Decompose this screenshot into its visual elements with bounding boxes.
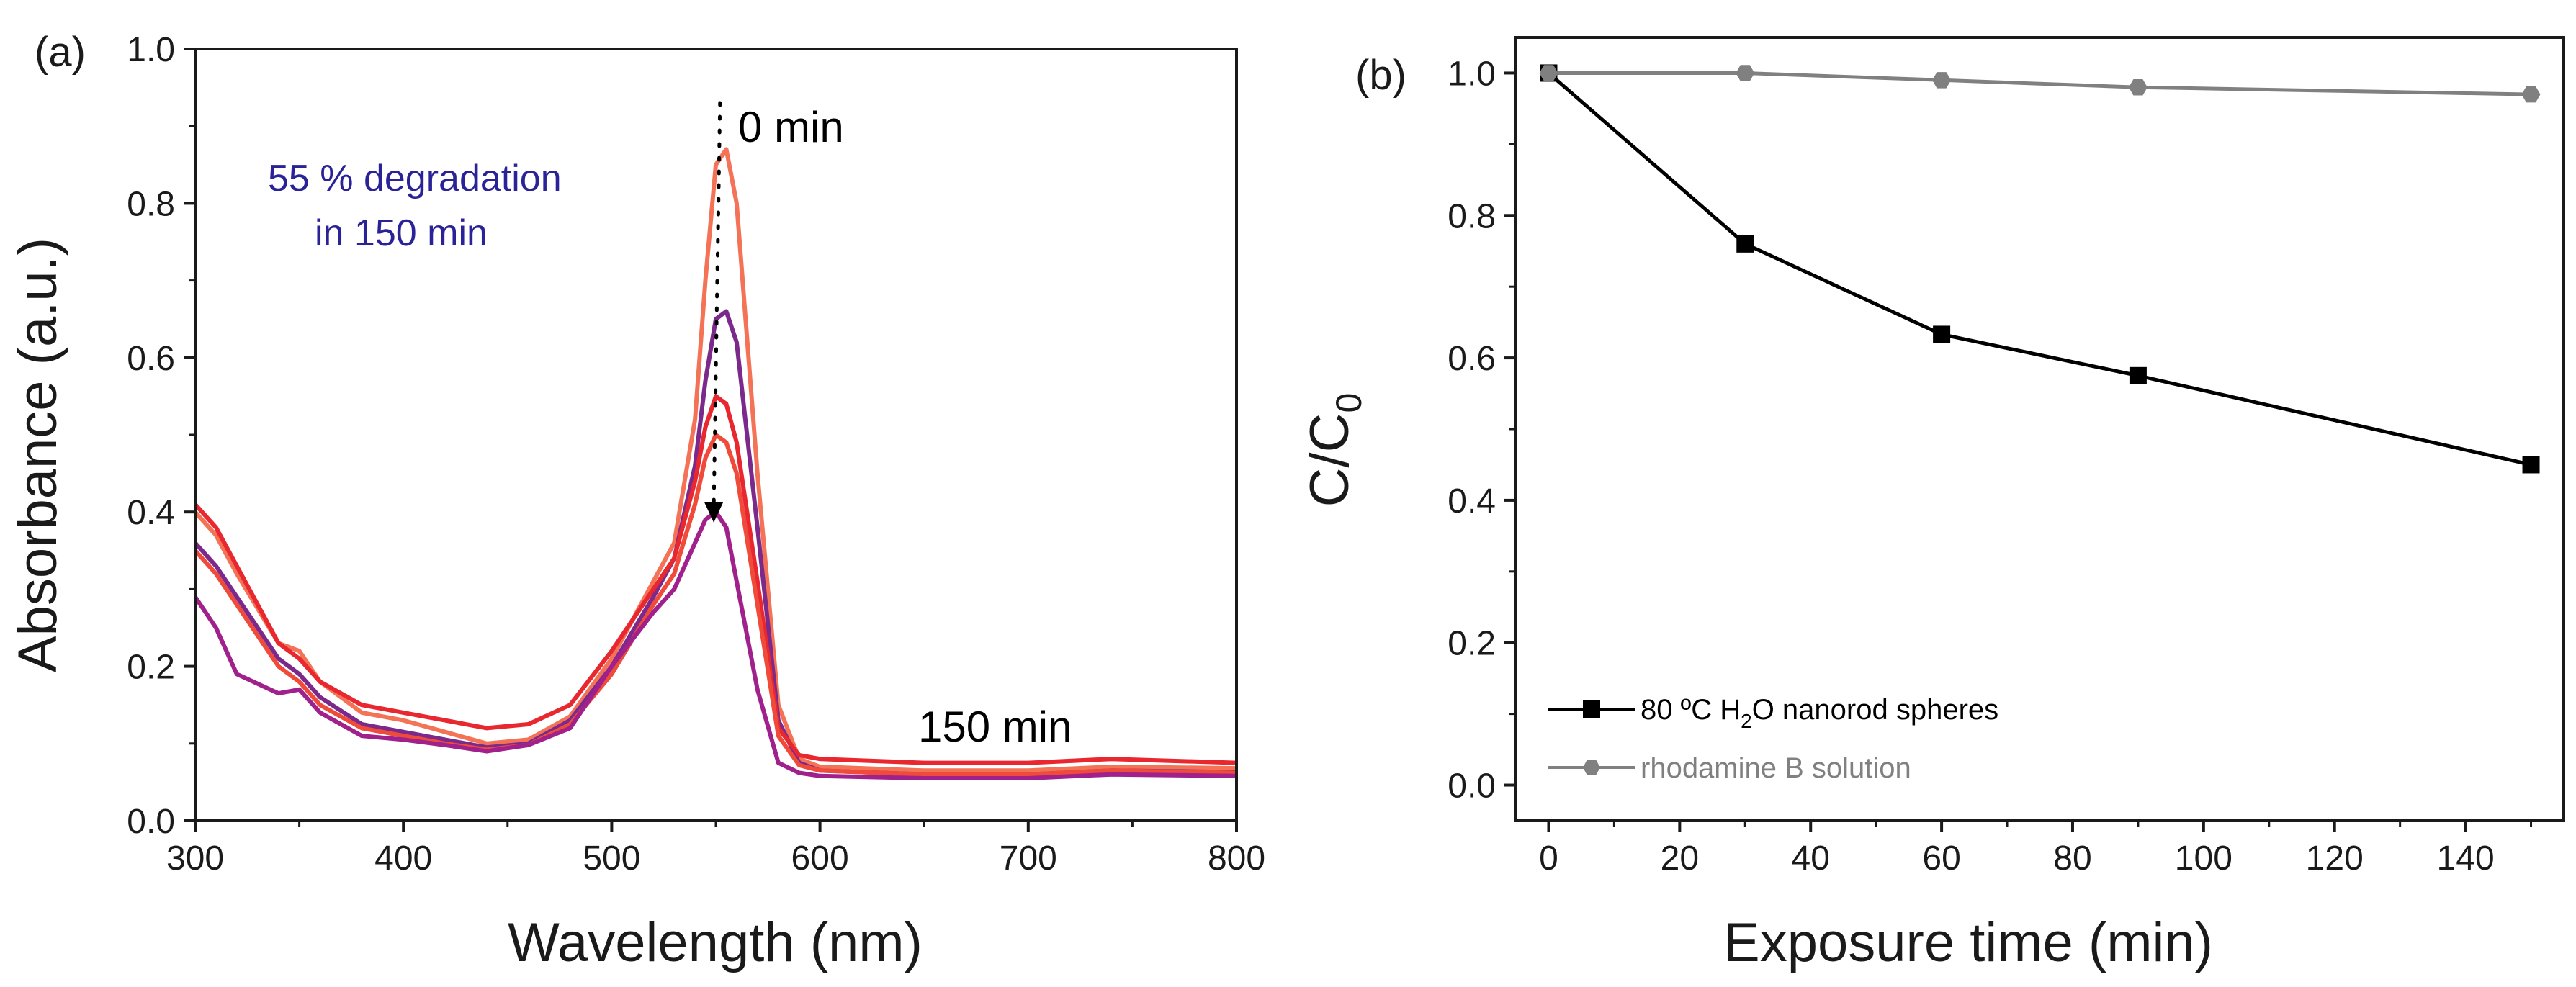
degradation-annotation-line1: 55 % degradation bbox=[268, 158, 562, 199]
panel-b-x-tick-label: 40 bbox=[1792, 839, 1830, 878]
panel-a-series bbox=[193, 147, 1237, 780]
panel-b-x-tick-label: 140 bbox=[2437, 839, 2495, 878]
time-arrow-head bbox=[704, 502, 724, 523]
panel-a-x-tick-label: 800 bbox=[1208, 839, 1265, 878]
label-150-min: 150 min bbox=[918, 703, 1072, 751]
panel-a-x-tick-label: 600 bbox=[791, 839, 849, 878]
panel-b-ticks: 0 20 40 60 80 100 120 140 0.0 0.2 0.4 0.6 0.8 1.0 bbox=[1448, 55, 2533, 878]
data-point-rhodamine bbox=[1736, 65, 1755, 81]
panel-b-label: (b) bbox=[1355, 52, 1406, 99]
label-0-min: 0 min bbox=[738, 103, 844, 151]
degradation-annotation-line2: in 150 min bbox=[315, 212, 488, 254]
panel-a-y-tick-label: 0.2 bbox=[127, 649, 175, 687]
panel-a-label: (a) bbox=[35, 29, 86, 76]
panel-a-y-tick-label: 0.6 bbox=[127, 340, 175, 378]
panel-b-y-tick-label: 0.4 bbox=[1448, 482, 1496, 520]
panel-b-y-tick-label: 0.0 bbox=[1448, 767, 1496, 806]
panel-a-x-tick-label: 500 bbox=[583, 839, 640, 878]
legend-label-rhodamine: rhodamine B solution bbox=[1641, 752, 1911, 784]
panel-a-x-tick-label: 300 bbox=[166, 839, 224, 878]
panel-b-y-tick-label: 0.8 bbox=[1448, 197, 1496, 235]
panel-a: (a) 300 400 500 600 700 800 0.0 0.2 0.4 0.6 0.8 1.0… bbox=[7, 29, 1265, 973]
panel-a-y-tick-label: 0.0 bbox=[127, 803, 175, 841]
legend-marker-rhodamine bbox=[1583, 760, 1600, 775]
panel-a-y-tick-label: 0.8 bbox=[127, 185, 175, 223]
panel-a-x-axis-title: Wavelength (nm) bbox=[508, 912, 923, 973]
panel-b-series bbox=[1539, 64, 2541, 474]
data-point-nanorod bbox=[1736, 235, 1754, 253]
series-line-0 bbox=[1547, 71, 2532, 467]
data-point-nanorod bbox=[2522, 456, 2540, 474]
panel-b-x-tick-label: 0 bbox=[1539, 839, 1558, 878]
panel-b-y-tick-label: 0.2 bbox=[1448, 625, 1496, 663]
time-arrow-line bbox=[712, 101, 722, 509]
data-point-nanorod bbox=[2129, 366, 2147, 384]
panel-b-x-tick-label: 100 bbox=[2175, 839, 2232, 878]
series-line-1 bbox=[1548, 71, 2531, 96]
panel-a-x-tick-label: 400 bbox=[374, 839, 432, 878]
panel-b-x-tick-label: 20 bbox=[1661, 839, 1699, 878]
spectrum-line-0-min bbox=[193, 147, 1237, 773]
panel-a-y-tick-label: 0.4 bbox=[127, 494, 175, 532]
panel-a-x-tick-label: 700 bbox=[1000, 839, 1057, 878]
panel-b-x-tick-label: 60 bbox=[1922, 839, 1960, 878]
data-point-nanorod bbox=[1933, 325, 1951, 343]
data-point-rhodamine bbox=[1539, 65, 1558, 81]
panel-b: (b) 0 20 40 60 80 100 120 140 0.0 0.2 0.4 0.6 0.8 1.0… bbox=[1299, 36, 2565, 973]
panel-b-x-axis-title: Exposure time (min) bbox=[1723, 912, 2213, 973]
panel-b-y-axis-title: C/C0 bbox=[1299, 393, 1369, 508]
panel-a-y-tick-label: 1.0 bbox=[127, 31, 175, 69]
spectrum-line-150-min bbox=[193, 510, 1237, 780]
panel-b-y-tick-label: 1.0 bbox=[1448, 55, 1496, 93]
legend-marker-nanorod bbox=[1583, 700, 1600, 718]
data-point-rhodamine bbox=[2128, 79, 2148, 96]
panel-a-y-axis-title: Absorbance (a.u.) bbox=[7, 238, 68, 672]
panel-b-y-tick-label: 0.6 bbox=[1448, 340, 1496, 378]
data-point-rhodamine bbox=[2521, 86, 2541, 103]
spectrum-line-60-min bbox=[193, 394, 1237, 765]
panel-b-x-tick-label: 120 bbox=[2306, 839, 2364, 878]
panel-b-legend: 80 ºC H2O nanorod spheres rhodamine B so… bbox=[1548, 694, 1998, 784]
panel-a-ticks: 300 400 500 600 700 800 0.0 0.2 0.4 0.6 0.8 1.0 bbox=[127, 31, 1265, 878]
spectrum-line-90-min bbox=[193, 433, 1237, 777]
panel-b-x-tick-label: 80 bbox=[2053, 839, 2091, 878]
legend-label-nanorod: 80 ºC H2O nanorod spheres bbox=[1641, 694, 1998, 732]
data-point-rhodamine bbox=[1932, 72, 1952, 89]
